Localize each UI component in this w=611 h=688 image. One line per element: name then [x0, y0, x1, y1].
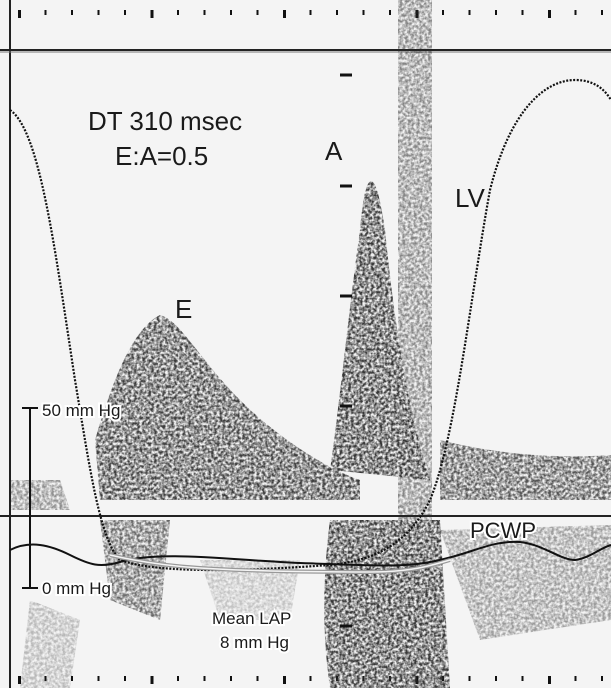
timing-tick	[442, 10, 444, 15]
timing-tick	[601, 676, 603, 681]
timing-tick	[283, 676, 286, 684]
timing-tick	[309, 10, 312, 15]
ratio-label: E:A=0.5	[115, 141, 208, 171]
bottom-timing-ticks	[18, 676, 603, 684]
a-wave-label: A	[325, 136, 343, 166]
timing-tick	[468, 10, 471, 15]
timing-tick	[44, 10, 47, 15]
e-wave-label: E	[175, 294, 192, 324]
timing-tick	[97, 10, 100, 15]
scale-top-label: 50 mm Hg	[42, 401, 120, 420]
timing-tick	[230, 676, 232, 681]
timing-tick	[495, 10, 497, 15]
timing-tick	[548, 10, 551, 18]
lv-pressure-curve	[9, 78, 611, 572]
timing-tick	[336, 10, 338, 15]
pcwp-label: PCWP	[470, 518, 536, 543]
timing-tick	[97, 676, 100, 681]
timing-tick	[468, 676, 471, 681]
doppler-signal	[10, 0, 611, 688]
timing-tick	[230, 10, 232, 15]
timing-tick	[362, 10, 365, 15]
top-timing-ticks	[18, 10, 603, 18]
timing-tick	[521, 10, 524, 15]
mean-lap-value: 8 mm Hg	[220, 633, 289, 652]
reverse-flow-signal	[324, 520, 450, 688]
timing-tick	[71, 676, 73, 681]
timing-tick	[256, 10, 259, 15]
timing-tick	[18, 10, 21, 18]
right-clutter	[440, 440, 611, 500]
pressure-scale-bar	[22, 407, 38, 589]
timing-tick	[548, 676, 551, 684]
timing-tick	[389, 10, 391, 15]
timing-tick	[177, 676, 179, 681]
timing-tick	[309, 676, 312, 681]
timing-tick	[150, 10, 154, 18]
lv-label: LV	[455, 183, 486, 213]
artifact-column	[398, 0, 432, 520]
timing-tick	[521, 676, 524, 681]
timing-tick	[203, 676, 206, 681]
timing-tick	[256, 676, 259, 681]
timing-tick	[177, 10, 179, 15]
e-wave-signal	[95, 315, 360, 500]
timing-tick	[124, 10, 126, 15]
scale-bottom-label: 0 mm Hg	[42, 579, 111, 598]
timing-tick	[574, 10, 577, 15]
mean-lap-label: Mean LAP	[212, 609, 291, 628]
dt-label: DT 310 msec	[88, 106, 242, 136]
pcwp-curve	[9, 540, 611, 567]
timing-tick	[203, 10, 206, 15]
depth-markers	[340, 73, 352, 628]
timing-tick	[18, 676, 21, 684]
timing-tick	[574, 676, 577, 681]
timing-tick	[495, 676, 497, 681]
timing-tick	[124, 676, 126, 681]
timing-tick	[150, 676, 154, 684]
timing-tick	[601, 10, 603, 15]
timing-tick	[283, 10, 286, 18]
timing-tick	[71, 10, 73, 15]
